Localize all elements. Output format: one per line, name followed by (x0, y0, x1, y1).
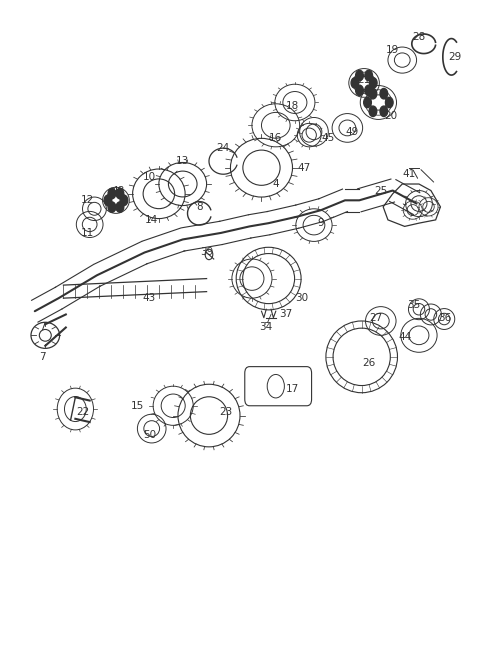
Circle shape (380, 106, 388, 117)
Text: 47: 47 (298, 162, 311, 173)
Text: 26: 26 (362, 358, 375, 368)
Text: 24: 24 (216, 143, 230, 153)
Circle shape (108, 202, 116, 212)
Text: 35: 35 (408, 300, 421, 310)
Text: 48: 48 (112, 185, 125, 196)
Text: 14: 14 (145, 215, 158, 225)
Text: 30: 30 (296, 293, 309, 303)
Circle shape (356, 70, 363, 81)
Circle shape (380, 88, 388, 99)
Text: 27: 27 (370, 312, 383, 323)
Text: 37: 37 (279, 309, 292, 320)
Text: 11: 11 (81, 228, 94, 238)
Text: 13: 13 (176, 156, 189, 166)
Text: 18: 18 (286, 101, 299, 111)
Circle shape (120, 195, 128, 206)
Text: 41: 41 (403, 169, 416, 179)
Circle shape (116, 189, 124, 198)
Text: 45: 45 (322, 134, 335, 143)
Circle shape (385, 97, 393, 107)
Text: 7: 7 (39, 352, 45, 362)
Text: 9: 9 (318, 218, 324, 228)
Text: 23: 23 (219, 407, 232, 417)
Text: 21: 21 (358, 75, 371, 84)
Circle shape (104, 195, 112, 206)
Text: 17: 17 (286, 384, 299, 394)
Circle shape (369, 106, 377, 117)
Text: 39: 39 (200, 248, 213, 257)
Text: 16: 16 (269, 134, 282, 143)
Circle shape (116, 202, 124, 212)
Text: 22: 22 (76, 407, 89, 417)
Text: 29: 29 (448, 52, 461, 62)
Text: 49: 49 (346, 127, 359, 137)
Circle shape (370, 78, 377, 88)
Circle shape (351, 78, 359, 88)
Text: 50: 50 (143, 430, 156, 440)
Text: 8: 8 (196, 202, 203, 212)
Circle shape (365, 85, 372, 96)
Text: 44: 44 (398, 332, 411, 343)
Text: 12: 12 (81, 195, 94, 205)
Text: 43: 43 (143, 293, 156, 303)
Text: 10: 10 (143, 172, 156, 183)
Text: 25: 25 (374, 185, 387, 196)
Circle shape (369, 88, 377, 99)
Text: 15: 15 (131, 401, 144, 411)
Circle shape (365, 70, 372, 81)
Text: 20: 20 (384, 111, 397, 121)
Text: 19: 19 (386, 45, 399, 55)
Text: 34: 34 (260, 322, 273, 333)
Circle shape (108, 189, 116, 198)
Circle shape (356, 85, 363, 96)
Text: 7: 7 (39, 322, 45, 333)
Circle shape (364, 97, 372, 107)
Text: 36: 36 (439, 312, 452, 323)
Text: 4: 4 (273, 179, 279, 189)
Text: 28: 28 (412, 32, 426, 43)
